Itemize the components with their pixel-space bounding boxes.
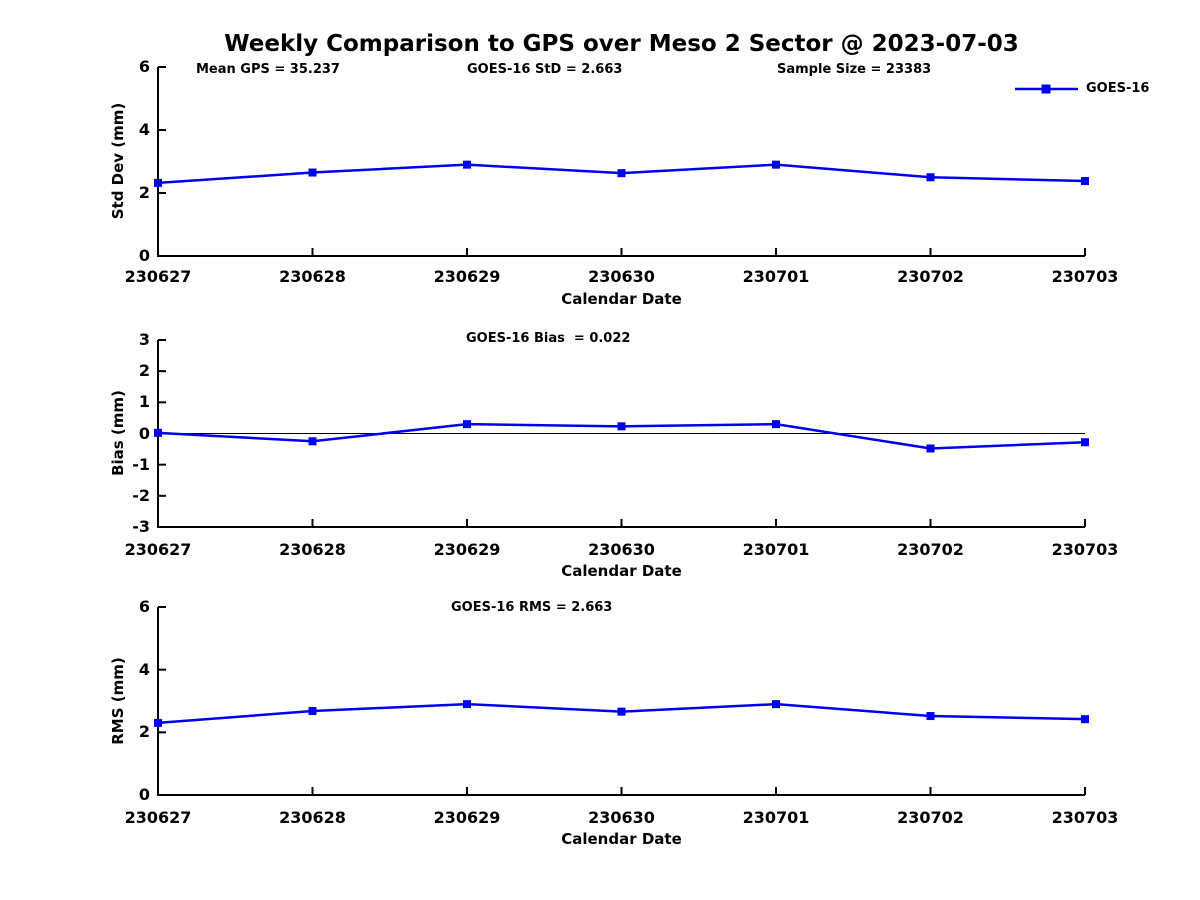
data-point-marker <box>154 178 162 187</box>
data-point-marker <box>617 707 626 716</box>
annotation-mean-gps: Mean GPS = 35.237 <box>196 62 340 77</box>
figure-title: Weekly Comparison to GPS over Meso 2 Sec… <box>224 31 1019 57</box>
y-tick-label: 2 <box>138 722 150 742</box>
x-tick-label: 230629 <box>433 267 501 286</box>
annotation-goes16-rms: GOES-16 RMS = 2.663 <box>451 600 613 615</box>
y-tick-label: -2 <box>132 485 150 505</box>
y-tick-label: 2 <box>138 361 150 381</box>
y-tick-label: 0 <box>138 423 150 443</box>
y-tick-label: -1 <box>132 454 150 474</box>
y-tick-label: 3 <box>138 330 150 349</box>
data-point-marker <box>1081 177 1089 186</box>
y-tick-label: 0 <box>138 246 150 265</box>
x-tick-label: 230701 <box>742 267 810 286</box>
x-tick-label: 230627 <box>124 267 192 286</box>
x-tick-label: 230702 <box>897 267 964 286</box>
data-point-marker <box>617 169 626 178</box>
data-point-marker <box>772 160 780 169</box>
x-tick-label: 230701 <box>742 808 810 827</box>
data-point-marker <box>308 707 317 716</box>
x-tick-label: 230628 <box>279 267 346 286</box>
data-point-marker <box>463 160 471 169</box>
data-point-marker <box>1081 715 1089 724</box>
data-point-marker <box>926 712 935 721</box>
data-point-marker <box>772 420 780 429</box>
data-point-marker <box>926 173 935 182</box>
x-tick-label: 230702 <box>897 808 964 827</box>
data-point-marker <box>154 428 162 437</box>
y-tick-label: -3 <box>132 517 150 536</box>
data-point-marker <box>463 420 471 429</box>
data-point-marker <box>308 168 317 177</box>
data-point-marker <box>154 718 162 727</box>
y-tick-label: 4 <box>138 659 150 679</box>
annotation-sample-size: Sample Size = 23383 <box>777 62 932 77</box>
x-tick-label: 230628 <box>279 808 346 827</box>
y-tick-label: 4 <box>138 120 150 139</box>
x-tick-label: 230630 <box>588 540 655 559</box>
legend-label: GOES-16 <box>1086 81 1150 96</box>
x-tick-label: 230629 <box>433 540 501 559</box>
data-point-marker <box>308 437 317 446</box>
x-tick-label: 230627 <box>124 808 192 827</box>
x-tick-label: 230703 <box>1051 808 1119 827</box>
x-tick-label: 230629 <box>433 808 501 827</box>
y-tick-label: 2 <box>138 183 150 202</box>
x-axis-label-bias: Calendar Date <box>561 562 682 580</box>
x-axis-label-rms: Calendar Date <box>561 830 682 848</box>
x-tick-label: 230630 <box>588 808 655 827</box>
data-point-marker <box>926 444 935 453</box>
x-tick-label: 230627 <box>124 540 192 559</box>
data-point-marker <box>1081 438 1089 447</box>
x-tick-label: 230628 <box>279 540 346 559</box>
x-axis-label-stddev: Calendar Date <box>561 290 682 308</box>
x-tick-label: 230702 <box>897 540 964 559</box>
x-tick-label: 230703 <box>1051 267 1119 286</box>
y-tick-label: 6 <box>138 597 150 616</box>
legend-marker-icon <box>1041 84 1051 94</box>
data-point-marker <box>772 700 780 709</box>
annotation-goes16-std: GOES-16 StD = 2.663 <box>467 62 623 77</box>
x-tick-label: 230630 <box>588 267 655 286</box>
y-tick-label: 6 <box>138 57 150 76</box>
y-tick-label: 0 <box>138 785 150 804</box>
y-tick-label: 1 <box>138 392 150 412</box>
x-tick-label: 230701 <box>742 540 810 559</box>
data-point-marker <box>617 422 626 431</box>
data-point-marker <box>463 700 471 709</box>
x-tick-label: 230703 <box>1051 540 1119 559</box>
annotation-goes16-bias: GOES-16 Bias = 0.022 <box>466 331 631 346</box>
